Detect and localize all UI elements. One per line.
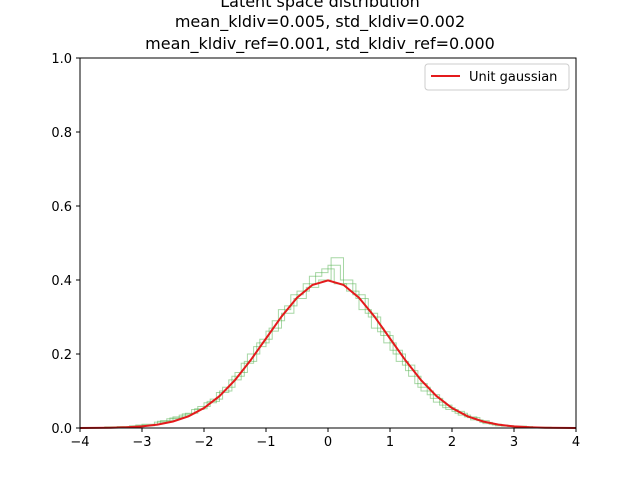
x-tick-label: −4 (70, 435, 89, 450)
x-tick-label: −3 (132, 435, 151, 450)
y-tick-label: 1.0 (51, 52, 72, 67)
chart-title-line-3: mean_kldiv_ref=0.001, std_kldiv_ref=0.00… (145, 34, 495, 53)
y-tick-label: 0.0 (51, 422, 72, 437)
x-tick-label: −2 (194, 435, 213, 450)
histogram-series-2 (116, 268, 540, 428)
y-tick-label: 0.8 (51, 126, 72, 141)
series-line-unit-gaussian (79, 279, 577, 429)
histogram-layer (104, 257, 558, 429)
histogram-series-1 (104, 264, 552, 428)
legend-box (424, 63, 570, 91)
legend-label-unit-gaussian: Unit gaussian (469, 70, 557, 85)
histogram-series-3 (110, 257, 558, 429)
y-tick-label: 0.2 (51, 348, 72, 363)
chart-title-line-1: Latent space distribution (220, 0, 420, 11)
legend: Unit gaussian (424, 63, 570, 91)
x-tick-label: 0 (324, 435, 332, 450)
line-layer (79, 279, 577, 429)
chart-title-line-2: mean_kldiv=0.005, std_kldiv=0.002 (174, 12, 466, 31)
y-axis: 0.0 0.2 0.4 0.6 0.8 1.0 (51, 52, 80, 437)
x-tick-label: −1 (256, 435, 275, 450)
x-tick-label: 2 (448, 435, 456, 450)
y-tick-label: 0.6 (51, 200, 72, 215)
x-tick-label: 1 (386, 435, 394, 450)
y-tick-label: 0.4 (51, 274, 72, 289)
x-axis: −4 −3 −2 −1 0 1 2 3 4 (70, 428, 580, 450)
x-tick-label: 4 (572, 435, 580, 450)
axes-frame (79, 57, 577, 429)
x-tick-label: 3 (510, 435, 518, 450)
